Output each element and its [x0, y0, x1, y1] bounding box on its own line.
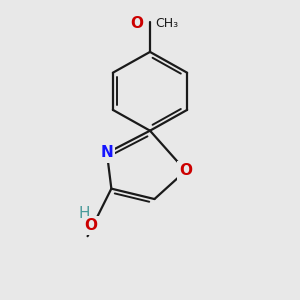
Text: O: O — [84, 218, 97, 233]
Text: O: O — [130, 16, 143, 31]
Text: CH₃: CH₃ — [155, 17, 178, 30]
Text: H: H — [79, 206, 90, 221]
Text: O: O — [179, 163, 192, 178]
Text: N: N — [100, 146, 113, 160]
